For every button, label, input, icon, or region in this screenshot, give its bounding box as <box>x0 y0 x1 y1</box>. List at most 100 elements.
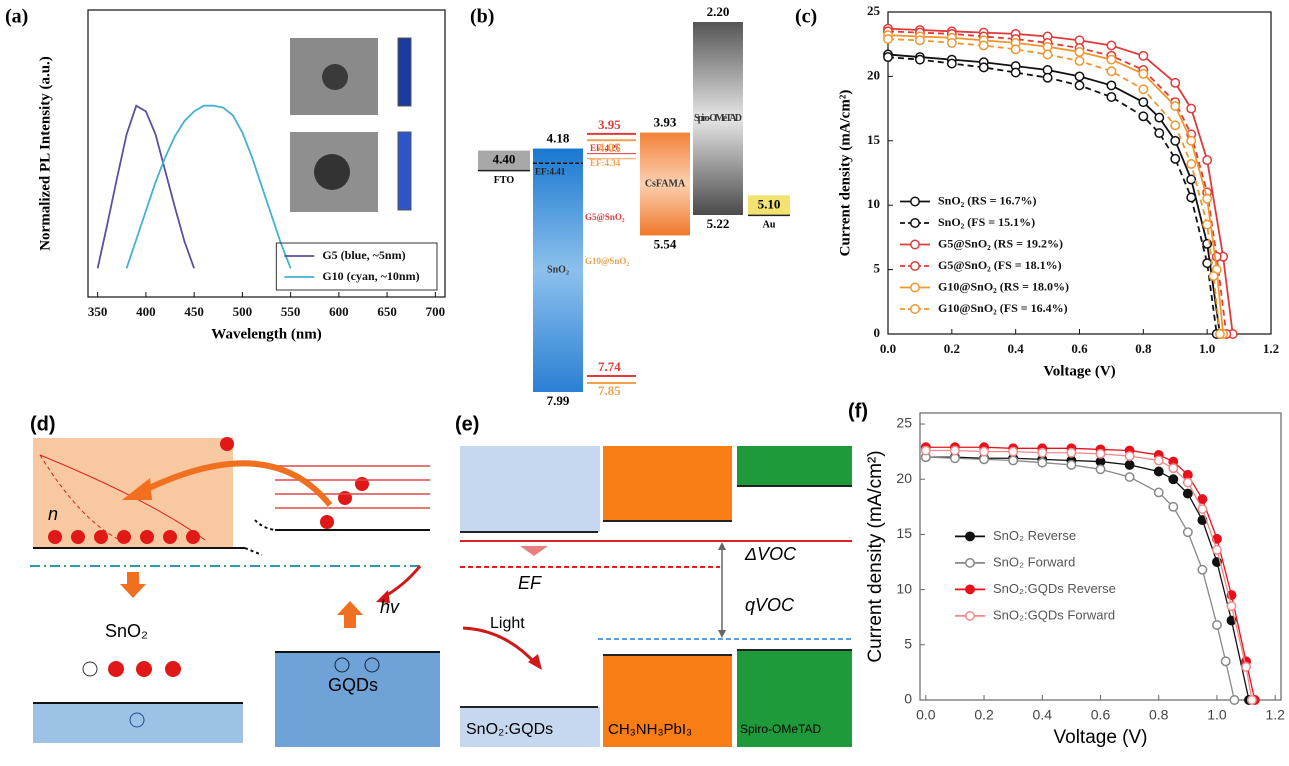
x-tick-label: 0.0 <box>880 341 896 356</box>
marker <box>1139 70 1147 78</box>
marker <box>1067 449 1075 457</box>
panel-label: (d) <box>30 413 56 435</box>
marker <box>948 59 956 67</box>
marker <box>911 219 919 227</box>
marker <box>1184 478 1192 486</box>
marker <box>966 532 974 540</box>
legend-label: G5 (blue, ~5nm) <box>322 248 405 262</box>
marker <box>1230 696 1238 704</box>
legend-label: G5@SnO₂ (RS = 19.2%) <box>938 236 1063 250</box>
marker <box>1011 68 1019 76</box>
y-tick-label: 5 <box>874 261 881 276</box>
legend-label: G10 (cyan, ~10nm) <box>322 269 419 283</box>
qd-label: G10@SnO₂ <box>585 256 629 266</box>
marker <box>980 447 988 455</box>
marker <box>1139 85 1147 93</box>
marker <box>1155 488 1163 496</box>
marker <box>1187 137 1195 145</box>
marker <box>1187 175 1195 183</box>
marker <box>1169 475 1177 483</box>
marker <box>1075 57 1083 65</box>
y-tick-label: 0 <box>874 325 881 340</box>
marker <box>1075 81 1083 89</box>
marker <box>980 63 988 71</box>
x-tick-label: 0.4 <box>1033 707 1053 723</box>
y-tick-label: 25 <box>867 3 881 18</box>
marker <box>1209 272 1217 280</box>
label: hv <box>380 597 400 617</box>
marker <box>1043 50 1051 58</box>
marker <box>966 612 974 620</box>
level-label: 7.85 <box>598 383 621 398</box>
marker <box>1198 505 1206 513</box>
marker <box>884 35 892 43</box>
marker <box>1096 465 1104 473</box>
marker <box>1011 45 1019 53</box>
y-tick-label: 0 <box>904 691 912 707</box>
marker <box>1107 67 1115 75</box>
tem-particle <box>322 64 348 90</box>
label: SnO₂:GQDs <box>466 721 553 738</box>
legend-label: SnO₂ (RS = 16.7%) <box>938 193 1036 207</box>
x-tick-label: 1.2 <box>1265 707 1285 723</box>
level-label: 3.95 <box>598 117 621 132</box>
marker <box>1221 657 1229 665</box>
background <box>0 0 1289 766</box>
qd-label: G5@SnO₂ <box>585 212 625 222</box>
band <box>33 703 243 743</box>
marker <box>1187 160 1195 168</box>
marker <box>911 262 919 270</box>
label: Spiro-OMeTAD <box>740 722 821 736</box>
marker <box>1009 447 1017 455</box>
hole <box>83 662 97 676</box>
marker <box>1187 104 1195 112</box>
marker <box>980 41 988 49</box>
legend-label: SnO₂ Reverse <box>993 528 1076 543</box>
x-tick-label: 1.0 <box>1207 707 1227 723</box>
legend-label: SnO₂:GQDs Reverse <box>993 581 1116 596</box>
material-label: Spiro-OMeTAD <box>694 113 742 124</box>
level-label: 7.99 <box>547 393 570 408</box>
label: Light <box>490 615 525 632</box>
band <box>603 446 732 520</box>
y-tick-label: 20 <box>896 470 912 486</box>
x-tick-label: 0.2 <box>974 707 994 723</box>
tem-particle <box>314 154 350 190</box>
marker <box>1203 259 1211 267</box>
x-tick-label: 0.8 <box>1135 341 1152 356</box>
marker <box>1248 696 1256 704</box>
marker <box>1213 621 1221 629</box>
y-tick-label: 10 <box>896 580 912 596</box>
x-tick-label: 650 <box>377 304 397 319</box>
label: qVOC <box>745 595 795 615</box>
page: {"chart_data": [ {"type": "line", "panel… <box>0 0 1289 766</box>
electron <box>108 661 124 677</box>
x-axis-label: Wavelength (nm) <box>211 326 321 342</box>
y-tick-label: 5 <box>904 636 912 652</box>
panel-label: (e) <box>455 413 479 435</box>
marker <box>1171 155 1179 163</box>
marker <box>911 305 919 313</box>
marker <box>911 240 919 248</box>
y-tick-label: 20 <box>867 67 880 82</box>
marker <box>1075 48 1083 56</box>
marker <box>1155 456 1163 464</box>
marker <box>1227 602 1235 610</box>
marker <box>1203 156 1211 164</box>
marker <box>884 53 892 61</box>
x-tick-label: 1.2 <box>1263 341 1279 356</box>
level-label: 2.20 <box>707 4 730 19</box>
legend-label: G10@SnO₂ (FS = 16.4%) <box>938 301 1068 315</box>
marker <box>1203 195 1211 203</box>
panel-label: (f) <box>848 400 868 422</box>
x-tick-label: 600 <box>329 304 349 319</box>
marker <box>1216 330 1224 338</box>
x-tick-label: 0.6 <box>1071 341 1088 356</box>
material-label: CsFAMA <box>645 178 686 189</box>
level-label: 4.18 <box>547 131 570 146</box>
marker <box>1139 98 1147 106</box>
marker <box>1107 81 1115 89</box>
level-label: 5.10 <box>758 196 781 211</box>
x-tick-label: 0.2 <box>944 341 960 356</box>
marker <box>951 446 959 454</box>
